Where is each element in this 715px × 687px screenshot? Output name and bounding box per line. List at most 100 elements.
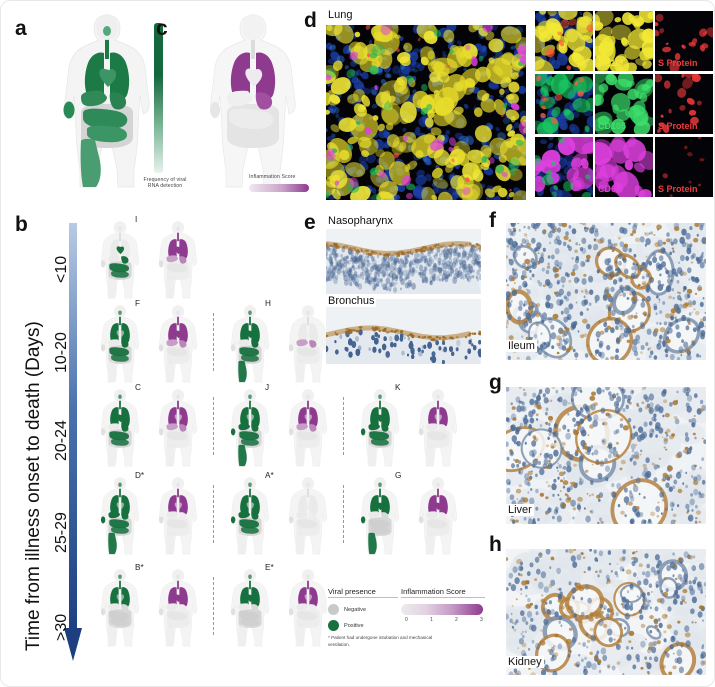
inflammation-tick-1: 1	[430, 617, 433, 623]
legend-inflammation-title: Inflammation Score	[401, 587, 485, 598]
case-G-inflammation-body	[407, 475, 469, 555]
panel-b-axis-label: Time from illness onset to death (Days)	[23, 321, 44, 651]
case-label-K: K	[395, 383, 401, 392]
micrograph-nasopharynx	[326, 229, 481, 294]
micrograph-nasopharynx-label: Nasopharynx	[326, 215, 395, 227]
if-protein-label-0: S Protein	[658, 58, 698, 68]
case-Astar-inflammation-body	[277, 475, 339, 555]
micrograph-if-r0-merge	[535, 11, 593, 71]
case-divider	[213, 397, 214, 455]
row-label-time-2: 20-24	[53, 420, 70, 461]
panel-label-c: c	[156, 17, 168, 40]
micrograph-if-r0-ae13	[595, 11, 653, 71]
case-Dstar-viral-body	[89, 475, 151, 555]
case-Dstar-inflammation-body	[147, 475, 209, 555]
case-label-G: G	[395, 471, 402, 480]
case-K-viral-body	[349, 387, 411, 467]
case-F-inflammation-body	[147, 303, 209, 383]
micrograph-if-r2-s-protein	[655, 137, 713, 197]
micrograph-lung-label: Lung	[326, 9, 355, 21]
case-C-viral-body	[89, 387, 151, 467]
micrograph-if-r2-merge	[535, 137, 593, 197]
case-label-C: C	[135, 383, 141, 392]
inflammation-tick-0: 0	[405, 617, 408, 623]
row-label-time-1: 10-20	[53, 332, 70, 373]
legend-inflammation-colorbar	[401, 604, 483, 615]
micrograph-bronchus-label: Bronchus	[326, 295, 377, 307]
panel-b-footnote: * Patient had undergone intubation and m…	[328, 635, 433, 647]
legend-viral-presence: Viral presence Negative Positive	[328, 587, 398, 631]
if-protein-label-1: S Protein	[658, 121, 698, 131]
legend-positive-label: Positive	[344, 622, 364, 629]
case-I-viral-body	[89, 219, 151, 299]
case-F-viral-body	[89, 303, 151, 383]
micrograph-liver-label: Liver	[506, 504, 534, 516]
panel-label-h: h	[489, 533, 502, 556]
case-I-inflammation-body	[147, 219, 209, 299]
panel-label-g: g	[489, 371, 502, 394]
micrograph-ileum-label: Ileum	[506, 340, 537, 352]
body-diagram-panel-c	[193, 9, 313, 189]
micrograph-if-r1-s-protein	[655, 74, 713, 134]
case-label-I: I	[135, 215, 138, 224]
case-J-inflammation-body	[277, 387, 339, 467]
micrograph-if-r2-cd68	[595, 137, 653, 197]
case-H-inflammation-body	[277, 303, 339, 383]
case-divider	[213, 577, 214, 635]
case-Estar-inflammation-body	[277, 567, 339, 647]
case-divider	[213, 485, 214, 543]
panel-label-b: b	[15, 213, 28, 236]
colorbar-viral-frequency	[154, 23, 163, 173]
micrograph-ileum	[506, 223, 706, 360]
micrograph-liver	[506, 387, 706, 524]
case-label-J: J	[265, 383, 270, 392]
micrograph-lung-main	[326, 25, 526, 200]
case-Bstar-viral-body	[89, 567, 151, 647]
colorbar-inflammation	[249, 184, 309, 192]
case-label-H: H	[265, 299, 271, 308]
micrograph-if-r0-s-protein	[655, 11, 713, 71]
colorbar-inflammation-caption: Inflammation Score	[249, 174, 296, 180]
case-J-viral-body	[219, 387, 281, 467]
case-C-inflammation-body	[147, 387, 209, 467]
micrograph-if-r1-merge	[535, 74, 593, 134]
micrograph-bronchus	[326, 299, 481, 364]
micrograph-kidney	[506, 549, 706, 675]
case-label-Astar: A*	[265, 471, 274, 480]
time-axis-arrow	[63, 223, 83, 663]
micrograph-kidney-label: Kidney	[506, 656, 544, 668]
inflammation-tick-2: 2	[455, 617, 458, 623]
legend-positive-swatch	[328, 620, 339, 631]
case-Bstar-inflammation-body	[147, 567, 209, 647]
case-label-Dstar: D*	[135, 471, 145, 480]
legend-viral-positive-row: Positive	[328, 620, 398, 631]
row-label-time-0: <10	[53, 255, 70, 283]
case-Estar-viral-body	[219, 567, 281, 647]
legend-viral-negative-row: Negative	[328, 604, 398, 615]
legend-inflammation-ticks: 0 1 2 3	[401, 617, 483, 627]
case-Astar-viral-body	[219, 475, 281, 555]
colorbar-viral-caption: Frequency of viral RNA detection	[143, 177, 187, 189]
legend-inflammation: Inflammation Score 0 1 2 3	[401, 587, 485, 623]
legend-negative-swatch	[328, 604, 339, 615]
legend-viral-title: Viral presence	[328, 587, 398, 598]
case-label-Estar: E*	[265, 563, 274, 572]
legend-negative-label: Negative	[344, 606, 367, 613]
if-marker-label-0: AE1/3	[598, 58, 624, 68]
if-marker-label-2: CD68	[598, 184, 622, 194]
body-diagram-panel-a	[47, 9, 167, 189]
panel-label-d: d	[304, 9, 317, 32]
panel-label-f: f	[489, 209, 496, 232]
row-label-time-4: >30	[53, 613, 70, 641]
micrograph-if-r1-cd105	[595, 74, 653, 134]
case-divider	[343, 397, 344, 455]
case-H-viral-body	[219, 303, 281, 383]
case-label-F: F	[135, 299, 141, 308]
row-label-time-3: 25-29	[53, 512, 70, 553]
case-G-viral-body	[349, 475, 411, 555]
case-divider	[213, 313, 214, 371]
if-marker-label-1: CD105	[598, 121, 627, 131]
panel-label-a: a	[15, 17, 27, 40]
case-K-inflammation-body	[407, 387, 469, 467]
